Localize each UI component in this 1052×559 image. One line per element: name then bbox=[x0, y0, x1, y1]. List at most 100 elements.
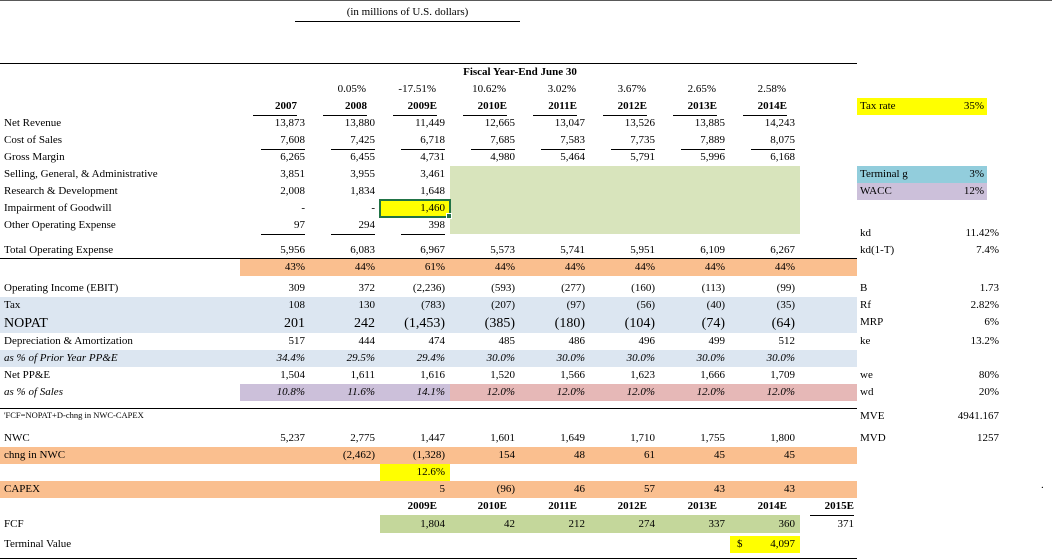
row-total-opex-2009E[interactable]: 6,967 bbox=[380, 242, 450, 258]
row-impairment-label[interactable]: Impairment of Goodwill bbox=[0, 200, 240, 217]
row-terminal-value-label[interactable]: Terminal Value bbox=[0, 536, 240, 553]
row-cost-of-sales-2008[interactable]: 7,425 bbox=[310, 132, 380, 150]
row-years-label[interactable] bbox=[0, 98, 240, 115]
row-impairment-2008[interactable]: - bbox=[310, 200, 380, 217]
row-dep-amort-2011E[interactable]: 486 bbox=[520, 333, 590, 350]
row-gross-margin-2014E[interactable]: 6,168 bbox=[730, 149, 800, 166]
row-impairment-2011E[interactable] bbox=[520, 200, 590, 217]
side-wacc[interactable]: WACC 12% bbox=[857, 183, 987, 200]
row-capex-extra-col[interactable] bbox=[800, 481, 857, 498]
row-years-2010E[interactable]: 2010E bbox=[450, 98, 520, 116]
row-fcf-label[interactable]: FCF bbox=[0, 515, 240, 533]
row-sga-extra-col[interactable] bbox=[800, 166, 857, 183]
row-tax-2007[interactable]: 108 bbox=[240, 297, 310, 314]
row-nopat-2008[interactable]: 242 bbox=[310, 314, 380, 333]
row-nwc-pct-extra-col[interactable] bbox=[800, 464, 857, 481]
row-dep-pct-2012E[interactable]: 30.0% bbox=[590, 350, 660, 367]
row-dep-pct-2008[interactable]: 29.5% bbox=[310, 350, 380, 367]
row-opex-pct-extra-col[interactable] bbox=[800, 259, 857, 276]
row-cost-of-sales-2011E[interactable]: 7,583 bbox=[520, 132, 590, 150]
row-years2-2011E[interactable]: 2011E bbox=[520, 498, 590, 516]
row-years2-label[interactable] bbox=[0, 498, 240, 515]
row-ppe-sales-pct-2007[interactable]: 10.8% bbox=[240, 384, 310, 401]
row-gross-margin-2009E[interactable]: 4,731 bbox=[380, 149, 450, 166]
row-fcf-note-2013E[interactable] bbox=[660, 409, 730, 422]
side-mvd[interactable]: MVD 1257 bbox=[857, 430, 1002, 447]
row-capex-2014E[interactable]: 43 bbox=[730, 481, 800, 498]
row-nopat-2007[interactable]: 201 bbox=[240, 314, 310, 333]
row-capex-label[interactable]: CAPEX bbox=[0, 481, 240, 498]
row-terminal-value-2008[interactable] bbox=[310, 536, 380, 553]
row-ebit-2009E[interactable]: (2,236) bbox=[380, 280, 450, 297]
row-fcf-note-2012E[interactable] bbox=[590, 409, 660, 422]
row-cost-of-sales-2007[interactable]: 7,608 bbox=[240, 132, 310, 150]
row-nwc-2008[interactable]: 2,775 bbox=[310, 430, 380, 447]
row-ebit-2013E[interactable]: (113) bbox=[660, 280, 730, 297]
row-nwc-pct-2012E[interactable] bbox=[590, 464, 660, 481]
side-ke[interactable]: ke 13.2% bbox=[857, 333, 1002, 350]
row-capex-2007[interactable] bbox=[240, 481, 310, 498]
row-cost-of-sales-extra-col[interactable] bbox=[800, 132, 857, 149]
row-rnd-2013E[interactable] bbox=[660, 183, 730, 200]
row-tax-2013E[interactable]: (40) bbox=[660, 297, 730, 314]
row-tax-2010E[interactable]: (207) bbox=[450, 297, 520, 314]
row-chng-nwc-2014E[interactable]: 45 bbox=[730, 447, 800, 464]
row-tax-label[interactable]: Tax bbox=[0, 297, 240, 314]
row-fcf-2013E[interactable]: 337 bbox=[660, 515, 730, 533]
row-total-opex-2007[interactable]: 5,956 bbox=[240, 242, 310, 258]
row-other-opex-extra-col[interactable] bbox=[800, 217, 857, 234]
side-tax-rate[interactable]: Tax rate 35% bbox=[857, 98, 987, 115]
row-terminal-value-2014E[interactable]: $4,097 bbox=[730, 536, 800, 553]
row-fcf-note-label[interactable]: 'FCF=NOPAT+D-chng in NWC-CAPEX bbox=[0, 409, 240, 422]
side-terminal-g[interactable]: Terminal g 3% bbox=[857, 166, 987, 183]
side-rf[interactable]: Rf 2.82% bbox=[857, 297, 1002, 314]
row-nopat-extra-col[interactable] bbox=[800, 314, 857, 333]
row-opex-pct-2013E[interactable]: 44% bbox=[660, 259, 730, 276]
row-total-opex-2010E[interactable]: 5,573 bbox=[450, 242, 520, 258]
row-net-revenue-2010E[interactable]: 12,665 bbox=[450, 115, 520, 132]
row-net-revenue-2014E[interactable]: 14,243 bbox=[730, 115, 800, 132]
row-sga-2009E[interactable]: 3,461 bbox=[380, 166, 450, 183]
row-opex-pct-2009E[interactable]: 61% bbox=[380, 259, 450, 276]
row-growth-2012E[interactable]: 3.67% bbox=[590, 81, 660, 98]
row-years2-2007[interactable] bbox=[240, 498, 310, 515]
row-capex-2011E[interactable]: 46 bbox=[520, 481, 590, 498]
row-chng-nwc-2013E[interactable]: 45 bbox=[660, 447, 730, 464]
row-years-2011E[interactable]: 2011E bbox=[520, 98, 590, 116]
row-terminal-value-2012E[interactable] bbox=[590, 536, 660, 553]
row-years2-2008[interactable] bbox=[310, 498, 380, 515]
row-ebit-2012E[interactable]: (160) bbox=[590, 280, 660, 297]
row-net-revenue-label[interactable]: Net Revenue bbox=[0, 115, 240, 132]
row-years2-2013E[interactable]: 2013E bbox=[660, 498, 730, 516]
row-impairment-extra-col[interactable] bbox=[800, 200, 857, 217]
row-growth-2010E[interactable]: 10.62% bbox=[450, 81, 520, 98]
row-gross-margin-2007[interactable]: 6,265 bbox=[240, 149, 310, 166]
row-dep-pct-label[interactable]: as % of Prior Year PP&E bbox=[0, 350, 240, 367]
row-years-2012E[interactable]: 2012E bbox=[590, 98, 660, 116]
row-nwc-2007[interactable]: 5,237 bbox=[240, 430, 310, 447]
row-dep-pct-2007[interactable]: 34.4% bbox=[240, 350, 310, 367]
row-rnd-label[interactable]: Research & Development bbox=[0, 183, 240, 200]
row-sga-2012E[interactable] bbox=[590, 166, 660, 183]
row-nwc-pct-2007[interactable] bbox=[240, 464, 310, 481]
row-opex-pct-2012E[interactable]: 44% bbox=[590, 259, 660, 276]
row-cost-of-sales-2009E[interactable]: 6,718 bbox=[380, 132, 450, 150]
row-nwc-2014E[interactable]: 1,800 bbox=[730, 430, 800, 447]
row-ppe-sales-pct-2010E[interactable]: 12.0% bbox=[450, 384, 520, 401]
row-nopat-2014E[interactable]: (64) bbox=[730, 314, 800, 333]
row-growth-2009E[interactable]: -17.51% bbox=[380, 81, 450, 98]
row-years2-extra-col[interactable]: 2015E bbox=[800, 498, 857, 516]
row-other-opex-2013E[interactable] bbox=[660, 217, 730, 234]
row-nwc-pct-2011E[interactable] bbox=[520, 464, 590, 481]
row-ppe-sales-pct-2013E[interactable]: 12.0% bbox=[660, 384, 730, 401]
row-dep-amort-2014E[interactable]: 512 bbox=[730, 333, 800, 350]
row-nopat-2012E[interactable]: (104) bbox=[590, 314, 660, 333]
row-gross-margin-2008[interactable]: 6,455 bbox=[310, 149, 380, 166]
row-nopat-2013E[interactable]: (74) bbox=[660, 314, 730, 333]
row-chng-nwc-extra-col[interactable] bbox=[800, 447, 857, 464]
row-nwc-pct-2013E[interactable] bbox=[660, 464, 730, 481]
row-chng-nwc-label[interactable]: chng in NWC bbox=[0, 447, 240, 464]
row-tax-2008[interactable]: 130 bbox=[310, 297, 380, 314]
row-opex-pct-2014E[interactable]: 44% bbox=[730, 259, 800, 276]
row-net-revenue-2013E[interactable]: 13,885 bbox=[660, 115, 730, 132]
